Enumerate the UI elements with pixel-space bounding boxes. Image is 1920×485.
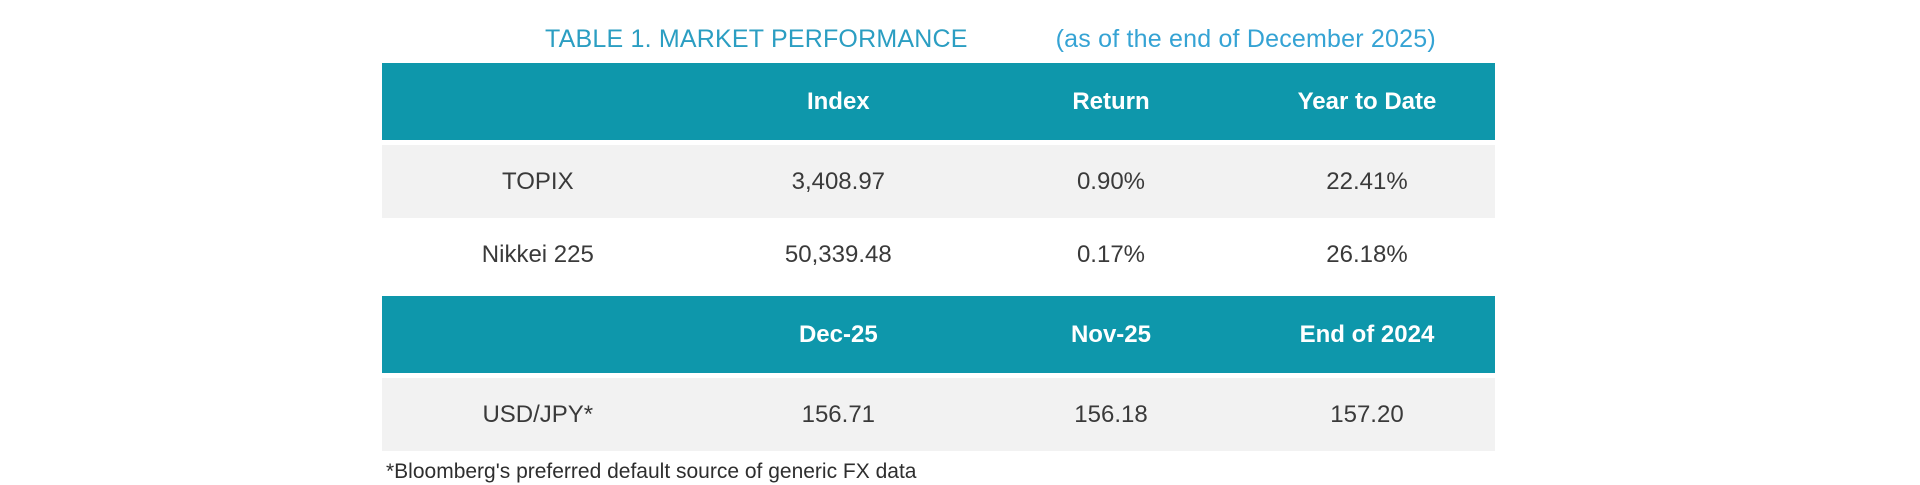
- table-row-topix: TOPIX 3,408.97 0.90% 22.41%: [382, 145, 1495, 218]
- usdjpy-end2024-value: 157.20: [1330, 400, 1404, 428]
- nikkei-return-value: 0.17%: [1076, 240, 1146, 268]
- column-header-return: Return: [1072, 87, 1150, 115]
- row-label-nikkei: Nikkei 225: [481, 240, 594, 268]
- row-label-usdjpy: USD/JPY*: [482, 400, 594, 428]
- usdjpy-dec25-value: 156.71: [801, 400, 876, 428]
- topix-return-value: 0.90%: [1076, 167, 1146, 195]
- row-divider: [382, 291, 1495, 296]
- fx-table-header-row: Dec-25 Nov-25 End of 2024: [382, 296, 1495, 373]
- market-table-header-row: Index Return Year to Date: [382, 63, 1495, 140]
- market-performance-table: Index Return Year to Date TOPIX 3,408.97…: [382, 63, 1495, 451]
- row-divider: [382, 373, 1495, 378]
- column-header-dec-25: Dec-25: [798, 320, 878, 348]
- row-label-topix: TOPIX: [502, 167, 574, 195]
- bloomberg-footnote: *Bloomberg's preferred default source of…: [386, 460, 917, 483]
- column-header-nov-25: Nov-25: [1070, 320, 1151, 348]
- table-title: TABLE 1. MARKET PERFORMANCE (as of the e…: [382, 24, 1495, 54]
- market-performance-section: TABLE 1. MARKET PERFORMANCE (as of the e…: [382, 0, 1495, 484]
- nikkei-index-value: 50,339.48: [784, 240, 892, 268]
- column-header-index: Index: [806, 87, 870, 115]
- column-header-year-to-date: Year to Date: [1297, 87, 1437, 115]
- topix-index-value: 3,408.97: [791, 167, 886, 195]
- column-header-end-of-2024: End of 2024: [1299, 320, 1435, 348]
- table-title-main: TABLE 1. MARKET PERFORMANCE: [545, 24, 968, 53]
- usdjpy-nov25-value: 156.18: [1074, 400, 1148, 428]
- topix-ytd-value: 22.41%: [1326, 167, 1408, 195]
- nikkei-ytd-value: 26.18%: [1326, 240, 1408, 268]
- table-row-nikkei: Nikkei 225 50,339.48 0.17% 26.18%: [382, 218, 1495, 291]
- table-row-usdjpy: USD/JPY* 156.71 156.18 157.20: [382, 378, 1495, 451]
- row-divider: [382, 140, 1495, 145]
- table-title-asof: (as of the end of December 2025): [1055, 24, 1436, 53]
